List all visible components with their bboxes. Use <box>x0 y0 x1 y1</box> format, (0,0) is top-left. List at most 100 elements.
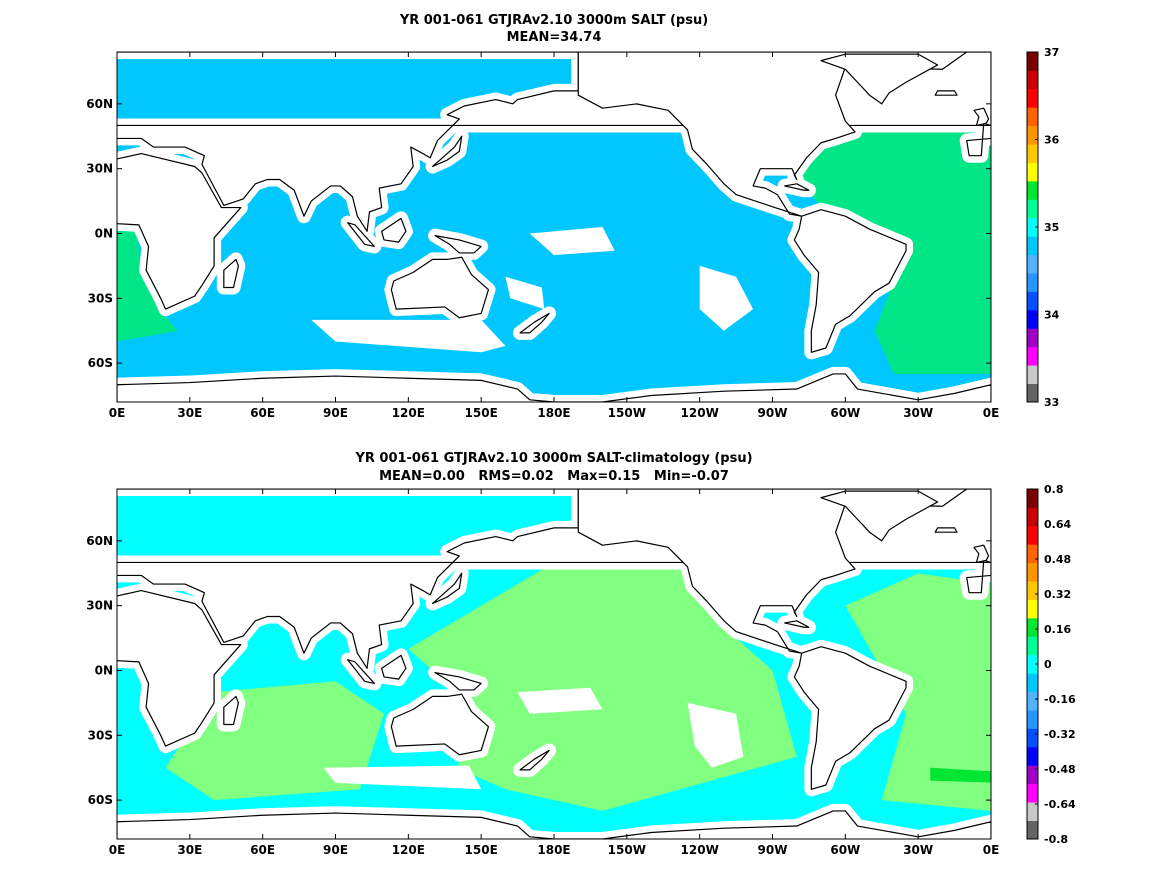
y-tick-label: 30N <box>86 599 113 613</box>
coastline-cuba <box>784 183 810 191</box>
x-tick-label: 120E <box>392 843 425 857</box>
x-tick-label: 150E <box>465 843 498 857</box>
colorbar-segment <box>1027 383 1038 403</box>
colorbar-segment <box>1027 765 1038 785</box>
coastline-japan <box>432 135 463 168</box>
colorbar-tick-label: 0.64 <box>1044 518 1071 531</box>
colorbar-segment <box>1027 236 1038 256</box>
salinity-map-svg: 0E 30E 60E 90E 120E 150E 180E 150W 120W 90W 60W 30W… <box>86 46 1060 420</box>
colorbar-segment <box>1027 581 1038 600</box>
colorbar-segment <box>1027 654 1038 674</box>
south-atlantic-maximum <box>930 767 991 783</box>
x-tick-label: 30W <box>903 406 933 420</box>
coastline-uk <box>973 544 990 564</box>
white-gap-central <box>529 227 615 256</box>
x-tick-label: 90W <box>758 843 788 857</box>
coastline-sumatra <box>347 222 375 248</box>
coastline-north-america <box>577 489 968 654</box>
colorbar-tick-label: 0.32 <box>1044 588 1071 601</box>
coastline-uk <box>973 107 990 127</box>
colorbar-segment <box>1027 217 1038 237</box>
colorbar-segment <box>1027 562 1038 582</box>
colorbar: 0.8 0.64 0.48 0.32 0.16 0 -0.16 -0.32 -0.48 -0.64… <box>1026 483 1076 846</box>
x-tick-label: 60W <box>830 843 860 857</box>
white-gap-central <box>517 687 603 714</box>
colorbar-segment <box>1027 507 1038 527</box>
colorbar-segment <box>1027 346 1038 366</box>
colorbar-segment <box>1027 70 1038 90</box>
colorbar-segment <box>1027 125 1038 145</box>
chart-title: YR 001-061 GTJRAv2.10 3000m SALT-climato… <box>355 451 753 466</box>
x-tick-label: 0E <box>983 843 1000 857</box>
coastline-iceland <box>934 90 958 96</box>
colorbar-segment <box>1027 162 1038 182</box>
colorbar-segment <box>1027 617 1038 637</box>
colorbar-tick-label: -0.48 <box>1044 763 1076 776</box>
colorbar-segment <box>1027 328 1038 348</box>
colorbar-segment <box>1027 746 1038 766</box>
y-tick-label: 30S <box>88 291 113 305</box>
colorbar-tick-label: -0.64 <box>1044 798 1076 811</box>
salinity-panel: YR 001-061 GTJRAv2.10 3000m SALT (psu) M… <box>0 0 1167 437</box>
coastline-australia <box>390 256 490 319</box>
coastline-australia <box>390 693 490 756</box>
map-plot-area <box>117 52 991 402</box>
anomaly-map-svg: 0E 30E 60E 90E 120E 150E 180E 150W 120W 90W 60W 30W… <box>86 483 1076 857</box>
colorbar-segment <box>1027 820 1038 840</box>
coastline-new-zealand <box>519 749 550 771</box>
coastline-cuba <box>784 620 810 628</box>
colorbar-segment <box>1027 636 1038 656</box>
colorbar-tick-label: -0.32 <box>1044 728 1076 741</box>
colorbar-segment <box>1027 291 1038 311</box>
chart-subtitle: MEAN=0.00 RMS=0.02 Max=0.15 Min=-0.07 <box>379 469 729 484</box>
colorbar-segment <box>1027 107 1038 127</box>
colorbar-tick-label: 33 <box>1044 396 1059 409</box>
colorbar-tick-label: 34 <box>1044 309 1060 322</box>
y-tick-label: 60N <box>86 534 113 548</box>
coastline-sumatra <box>347 659 375 685</box>
x-tick-label: 120W <box>681 843 719 857</box>
x-tick-label: 120W <box>681 406 719 420</box>
y-tick-label: 30N <box>86 162 113 176</box>
colorbar-tick-label: -0.8 <box>1044 833 1068 846</box>
x-tick-label: 0E <box>109 406 126 420</box>
x-tick-label: 30W <box>903 843 933 857</box>
colorbar-segment <box>1027 525 1038 545</box>
chart-subtitle: MEAN=34.74 <box>506 30 602 45</box>
coastline-new-guinea <box>434 235 482 254</box>
x-tick-label: 60W <box>830 406 860 420</box>
coastline-japan <box>432 572 463 605</box>
y-tick-label: 0N <box>95 663 113 677</box>
colorbar-segment <box>1027 254 1038 274</box>
colorbar-tick-label: 35 <box>1044 221 1059 234</box>
x-tick-label: 60E <box>250 843 275 857</box>
y-tick-label: 60N <box>86 97 113 111</box>
x-tick-label: 90W <box>758 406 788 420</box>
y-tick-label: 60S <box>88 356 113 370</box>
coastline-africa <box>117 152 242 310</box>
coastline-borneo <box>381 217 407 243</box>
x-tick-label: 150W <box>608 406 646 420</box>
indian-ocean-green-region <box>117 222 178 342</box>
white-gap-east-pacific <box>687 702 744 768</box>
colorbar-tick-label: 37 <box>1044 46 1059 59</box>
colorbar-tick-label: 0.16 <box>1044 623 1071 636</box>
x-tick-label: 30E <box>177 406 202 420</box>
coastline-madagascar <box>223 258 239 289</box>
coastline-africa <box>117 589 242 747</box>
x-tick-label: 180E <box>537 843 570 857</box>
coastline-madagascar <box>223 695 239 726</box>
x-tick-label: 30E <box>177 843 202 857</box>
map-plot-area <box>117 489 991 839</box>
colorbar-tick-label: -0.16 <box>1044 693 1076 706</box>
coastline-iceland <box>934 527 958 533</box>
colorbar-segment <box>1027 88 1038 108</box>
colorbar: 37 36 35 34 33 <box>1026 46 1060 409</box>
colorbar-segment <box>1027 199 1038 219</box>
coastline-north-america <box>577 52 968 217</box>
x-tick-label: 60E <box>250 406 275 420</box>
x-tick-label: 90E <box>323 406 348 420</box>
x-tick-label: 120E <box>392 406 425 420</box>
atlantic-positive-anomaly <box>845 573 991 811</box>
colorbar-segment <box>1027 802 1038 821</box>
